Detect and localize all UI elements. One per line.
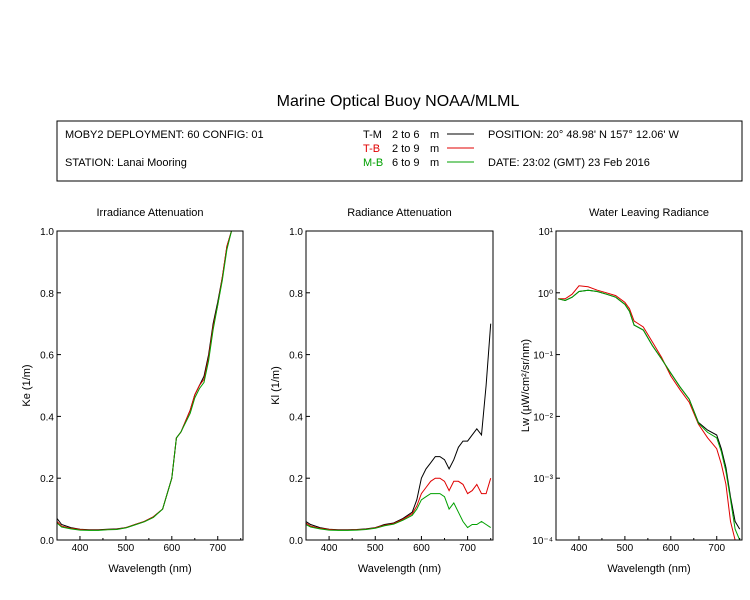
y-tick-label: 10⁰	[538, 289, 553, 300]
y-axis-label: Lw (µW/cm²/sr/nm)	[520, 339, 532, 432]
series-line	[57, 231, 232, 531]
y-tick-label: 0.8	[289, 289, 303, 300]
series-line	[558, 289, 741, 530]
legend-unit: m	[430, 157, 439, 169]
series-line	[558, 285, 740, 540]
legend-unit: m	[430, 129, 439, 141]
chart-panel: Irradiance Attenuation 400 500 600 700 0.0 0.2…	[21, 207, 244, 575]
x-tick-label: 700	[209, 543, 226, 554]
series-line	[558, 289, 741, 540]
plot-frame	[56, 230, 244, 541]
y-tick-label: 0.4	[40, 412, 54, 423]
series-group	[57, 231, 232, 531]
x-tick-label: 600	[163, 543, 180, 554]
legend-range: 6 to 9	[392, 157, 420, 169]
y-tick-label: 0.8	[40, 289, 54, 300]
legend-range: 2 to 9	[392, 143, 420, 155]
legend-item: T-M 2 to 6 m	[363, 129, 474, 141]
y-tick-label: 0.6	[289, 351, 303, 362]
legend-item: M-B 6 to 9 m	[363, 157, 474, 169]
legend-range: 2 to 6	[392, 129, 420, 141]
x-tick-label: 500	[367, 543, 384, 554]
y-tick-label: 0.4	[289, 412, 303, 423]
legend: T-M 2 to 6 m T-B 2 to 9 m M-B 6 to 9 m	[363, 129, 474, 169]
legend-series-name: M-B	[363, 157, 383, 169]
legend-series-name: T-B	[363, 143, 380, 155]
y-tick-label: 0.0	[289, 536, 303, 547]
x-tick-label: 400	[321, 543, 338, 554]
x-tick-label: 400	[571, 543, 588, 554]
info-box-border	[56, 120, 743, 182]
x-tick-label: 600	[413, 543, 430, 554]
legend-series-name: T-M	[363, 129, 382, 141]
chart-title: Radiance Attenuation	[347, 207, 452, 219]
plot-frame	[305, 230, 494, 541]
x-tick-label: 400	[72, 543, 89, 554]
chart-title: Irradiance Attenuation	[96, 207, 203, 219]
x-tick-label: 600	[662, 543, 679, 554]
position-text: POSITION: 20° 48.98' N 157° 12.06' W	[488, 129, 680, 141]
series-line	[57, 231, 232, 531]
y-tick-label: 10⁻¹	[533, 351, 553, 362]
x-tick-label: 700	[459, 543, 476, 554]
y-axis-label: Kl (1/m)	[270, 366, 282, 405]
x-tick-label: 500	[617, 543, 634, 554]
deployment-text: MOBY2 DEPLOYMENT: 60 CONFIG: 01	[65, 129, 264, 141]
y-tick-label: 10⁻²	[533, 412, 553, 423]
series-line	[57, 231, 232, 531]
legend-item: T-B 2 to 9 m	[363, 143, 474, 155]
series-line	[306, 323, 492, 531]
y-tick-label: 10¹	[539, 227, 554, 238]
series-line	[306, 493, 491, 531]
charts: Irradiance Attenuation 400 500 600 700 0.0 0.2…	[21, 207, 743, 575]
chart-panel: Radiance Attenuation 400 500 600 700 0.0 0.2 0.…	[270, 207, 494, 575]
y-tick-label: 0.2	[289, 474, 303, 485]
y-tick-label: 1.0	[289, 227, 303, 238]
x-axis-label: Wavelength (nm)	[358, 563, 441, 575]
chart-panel: Water Leaving Radiance 400 500 600 700 10⁻⁴ 10…	[520, 207, 743, 575]
y-tick-label: 10⁻³	[533, 474, 553, 485]
y-tick-label: 0.6	[40, 351, 54, 362]
y-tick-label: 1.0	[40, 227, 54, 238]
x-tick-label: 700	[708, 543, 725, 554]
y-tick-label: 10⁻⁴	[532, 536, 553, 547]
x-tick-label: 500	[118, 543, 135, 554]
series-group	[558, 285, 741, 540]
date-text: DATE: 23:02 (GMT) 23 Feb 2016	[488, 157, 650, 169]
legend-unit: m	[430, 143, 439, 155]
plot-frame	[555, 230, 743, 541]
y-tick-label: 0.0	[40, 536, 54, 547]
x-axis-label: Wavelength (nm)	[607, 563, 690, 575]
y-tick-label: 0.2	[40, 474, 54, 485]
info-box: MOBY2 DEPLOYMENT: 60 CONFIG: 01 STATION:…	[56, 120, 743, 182]
y-axis-label: Ke (1/m)	[21, 364, 33, 406]
figure-title: Marine Optical Buoy NOAA/MLML	[277, 93, 520, 110]
series-group	[306, 323, 492, 531]
chart-title: Water Leaving Radiance	[589, 207, 709, 219]
station-text: STATION: Lanai Mooring	[65, 157, 187, 169]
x-axis-label: Wavelength (nm)	[108, 563, 191, 575]
